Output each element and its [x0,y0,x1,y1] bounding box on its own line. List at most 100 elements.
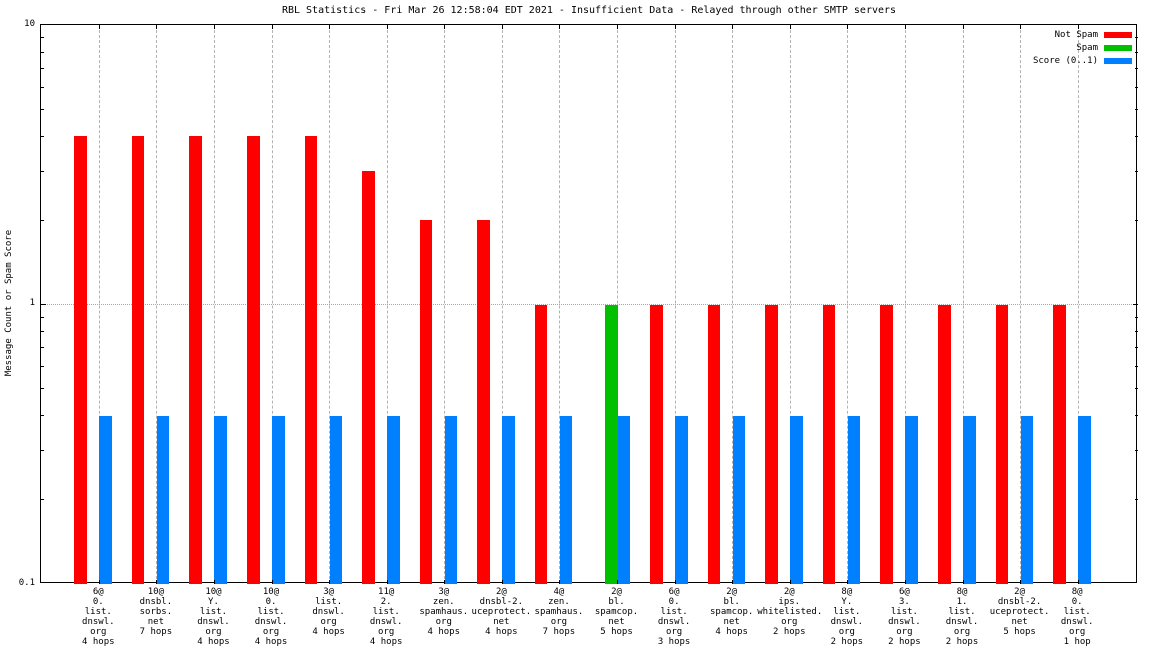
x-axis-label-line: zen. [548,597,570,607]
x-axis-label: 2@ dnsbl-2. uceprotect. net 4 hops [469,587,533,637]
x-tick-top [1077,25,1079,29]
x-axis-label-line: 4 hops [197,637,230,647]
bar-score-0-1-4 [329,415,343,584]
x-tick-top [904,25,906,29]
x-axis-label-line: dnswl. [82,617,115,627]
x-axis-label-line: dnswl. [369,617,403,627]
x-tick-top [329,25,331,29]
x-axis-label: 4@ zen. spamhaus. org 7 hops [527,587,591,637]
y-minortick-right [1135,219,1138,221]
x-axis-label-line: 3. [898,597,910,607]
x-axis-label-line: Y. [208,597,219,607]
x-tick-top [213,25,215,29]
x-axis-label-line: 4 hops [485,627,518,637]
y-gridline-1 [41,304,1138,305]
x-tick-top [617,25,619,29]
x-axis-label: 2@ dnsbl-2. uceprotect. net 5 hops [988,587,1052,637]
x-axis-label-line: 1 hop [1063,637,1091,647]
y-tick-label-1: 1 [29,298,35,308]
x-axis-label-line: whitelisted. [757,607,823,617]
x-axis-label-line: bl. [723,597,740,607]
bar-not-spam-2 [189,136,202,584]
x-axis-label: 11@ 2. list. dnswl. org 4 hops [354,587,418,647]
bar-not-spam-8 [534,304,548,584]
bar-not-spam-16 [995,304,1009,584]
bar-score-0-1-16 [1020,415,1034,584]
bar-score-0-1-5 [387,415,400,584]
y-minortick-left [41,347,44,349]
x-axis-label: 2@ bl. spamcop. net 5 hops [585,587,649,637]
bar-score-0-1-0 [99,415,112,584]
x-axis-label-line: 2@ [726,587,738,597]
x-axis-label: 8@ 0. list. dnswl. org 1 hop [1045,587,1109,647]
x-tick-bottom [329,580,331,584]
y-minortick-right [1135,450,1138,452]
x-tick-bottom [156,580,158,584]
x-axis-label-line: 0. [1071,597,1083,607]
bar-not-spam-10 [650,304,663,584]
bar-not-spam-17 [1053,304,1066,584]
x-axis-label-line: 0. [92,597,104,607]
x-axis-label-line: 8@ [956,587,968,597]
legend-swatch [1104,31,1132,38]
x-axis-label-line: org [896,627,913,637]
y-minortick-right [1135,415,1138,417]
y-minortick-left [41,331,44,333]
bar-score-0-1-7 [502,415,515,584]
x-axis-label-line: list. [84,607,112,617]
x-axis-label-line: dnswl. [254,617,288,627]
legend-swatch [1104,44,1132,51]
x-tick-top [501,25,503,29]
x-axis-label: 6@ 3. list. dnswl. org 2 hops [872,587,936,647]
x-axis-label-line: 8@ [841,587,853,597]
x-axis-label-line: 2@ [611,587,622,597]
y-majortick-right [1133,304,1138,305]
x-axis-label-line: Y. [841,597,853,607]
y-minortick-right [1135,37,1138,39]
x-axis-label-line: 4 hops [369,637,403,647]
x-tick-top [156,25,158,29]
x-tick-bottom [962,580,964,584]
x-axis-label-line: org [262,627,280,637]
x-tick-bottom [617,580,619,584]
y-minortick-right [1135,347,1138,349]
x-axis-label-line: 4 hops [312,627,345,637]
y-minortick-right [1135,86,1138,88]
x-axis-label-line: 7 hops [139,627,173,637]
x-axis-label-line: dnswl. [657,617,691,627]
y-minortick-left [41,51,44,53]
bar-score-0-1-15 [963,415,976,584]
x-axis-label: 10@ dnsbl. sorbs. net 7 hops [124,587,188,637]
x-axis-label-line: net [723,617,740,627]
y-minortick-left [41,219,44,221]
x-tick-bottom [674,580,676,584]
x-tick-bottom [444,580,446,584]
y-minortick-right [1135,366,1138,367]
x-axis-label-line: spamcop. [594,607,639,617]
y-minortick-left [41,86,44,88]
x-tick-top [789,25,791,29]
legend-label-score: Score (0..1) [1032,55,1098,66]
x-axis-label: 3@ zen. spamhaus. org 4 hops [412,587,476,637]
x-axis-label-line: 5 hops [600,627,633,637]
x-axis-label-line: list. [257,607,285,617]
x-axis-label-line: ips. [778,597,801,607]
x-axis-label-line: dnswl. [1060,617,1094,627]
x-axis-label-line: 2 hops [772,627,806,637]
y-minortick-right [1135,67,1138,69]
x-axis-label-line: 4 hops [427,627,461,637]
x-axis-label-line: 4 hops [254,637,288,647]
x-axis-label-line: dnswl. [312,607,345,617]
x-axis-label-line: org [838,627,855,637]
legend-row-spam: Spam [1033,41,1132,54]
bar-score-0-1-10 [675,415,688,584]
x-axis-label-line: 2 hops [830,637,864,647]
bar-score-0-1-9 [617,415,631,584]
x-axis-label-line: net [147,617,164,627]
y-minortick-left [41,135,44,137]
x-axis-label-line: 2@ [783,587,795,597]
x-axis-label-line: 2 hops [945,637,979,647]
bar-not-spam-6 [419,220,433,584]
x-axis-label-line: 6@ [668,587,680,597]
bar-score-0-1-3 [272,415,285,584]
